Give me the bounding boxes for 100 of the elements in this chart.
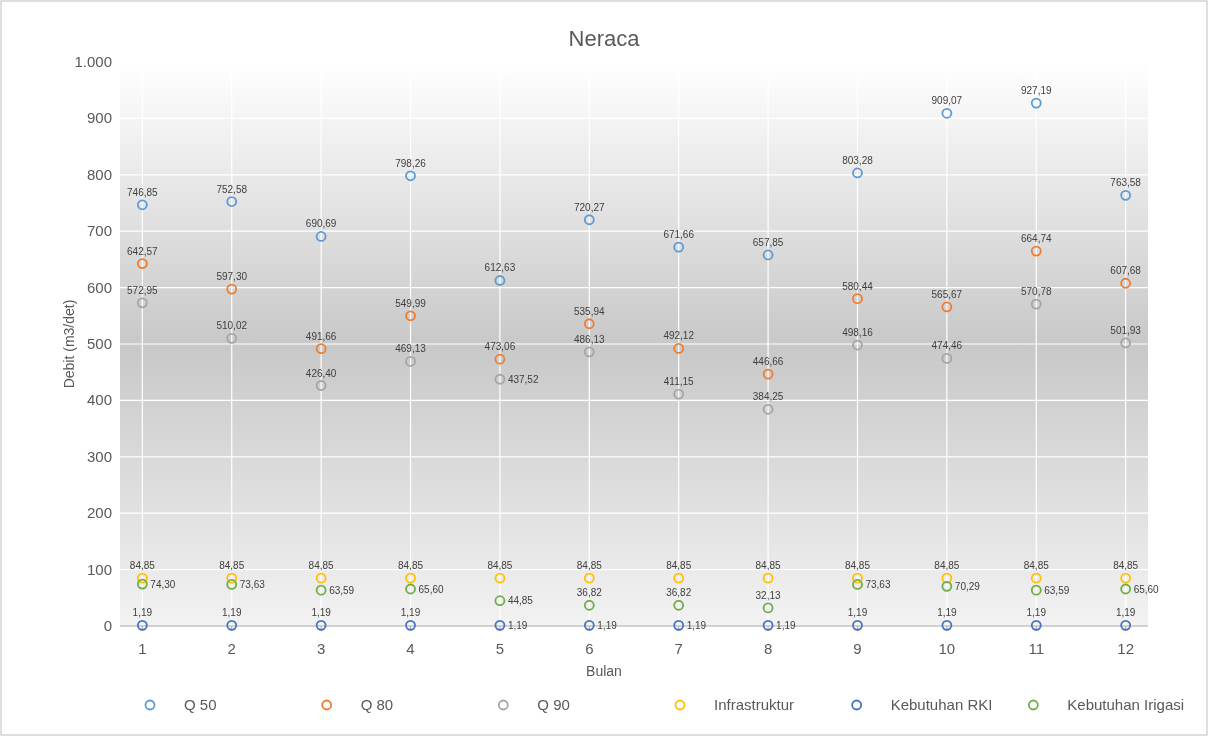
point [315, 619, 327, 631]
data-label: 73,63 [239, 578, 266, 590]
data-label: 36,82 [666, 587, 692, 599]
data-label: 74,30 [150, 578, 176, 590]
data-label: 84,85 [129, 560, 156, 572]
data-label: 84,85 [844, 560, 871, 572]
data-label: 84,85 [1113, 560, 1139, 572]
point [315, 584, 327, 596]
point [136, 619, 148, 631]
data-label: 570,78 [1020, 286, 1052, 298]
data-label: 572,95 [127, 284, 159, 296]
data-label: 1,19 [597, 619, 618, 631]
point [405, 619, 416, 631]
point [762, 619, 774, 631]
point [494, 373, 506, 385]
data-label: 474,46 [931, 340, 963, 352]
point [852, 293, 863, 305]
x-tick-label: 6 [585, 640, 594, 657]
point [852, 167, 863, 179]
point [583, 214, 595, 226]
point [315, 380, 327, 391]
data-label: 1,19 [400, 607, 421, 619]
point [405, 310, 416, 322]
data-label: 1,19 [847, 607, 868, 619]
point [1120, 619, 1132, 631]
point [405, 170, 416, 182]
point [673, 599, 685, 611]
point [941, 107, 953, 119]
point [673, 343, 685, 354]
x-tick-label: 9 [853, 640, 862, 657]
data-label: 1,19 [1026, 607, 1047, 619]
x-tick-label: 1 [138, 640, 147, 657]
data-label: 44,85 [507, 595, 534, 607]
data-label: 84,85 [666, 560, 692, 572]
data-label: 690,69 [305, 218, 337, 230]
point [226, 196, 238, 207]
point [494, 619, 506, 631]
point [1030, 572, 1042, 584]
y-tick-label: 1.000 [74, 53, 112, 70]
point [1030, 97, 1042, 109]
point [136, 578, 148, 590]
y-tick-label: 200 [86, 504, 112, 522]
point [1030, 619, 1042, 631]
x-tick-label: 3 [316, 640, 326, 657]
data-label: 84,85 [487, 560, 513, 572]
data-label: 803,28 [842, 154, 874, 166]
x-tick-label: 10 [938, 640, 956, 657]
point [852, 619, 863, 631]
chart-title: Neraca [568, 26, 641, 51]
y-tick-label: 700 [86, 222, 112, 240]
point [405, 572, 416, 584]
data-label: 411,15 [663, 376, 695, 388]
point [136, 572, 148, 584]
data-label: 580,44 [842, 280, 874, 292]
point [226, 619, 238, 631]
x-axis-title: Bulan [586, 663, 622, 679]
legend-label: Kebutuhan Irigasi [1067, 696, 1185, 713]
data-label: 84,85 [398, 560, 424, 572]
data-label: 535,94 [574, 305, 606, 317]
point [405, 583, 416, 595]
point [136, 297, 148, 309]
point [941, 580, 953, 592]
data-label: 65,60 [1133, 583, 1160, 595]
data-label: 473,06 [484, 341, 516, 353]
y-tick-label: 900 [86, 109, 112, 127]
point [583, 572, 595, 584]
data-label: 486,13 [574, 333, 606, 345]
x-tick-label: 12 [1117, 640, 1134, 657]
data-label: 657,85 [752, 236, 784, 248]
data-label: 549,99 [395, 297, 427, 309]
point [405, 356, 416, 367]
data-label: 565,67 [931, 288, 963, 300]
data-label: 84,85 [934, 560, 960, 572]
data-label: 510,02 [216, 320, 248, 332]
legend-label: Q 90 [537, 696, 570, 713]
point [762, 572, 774, 584]
point [494, 595, 506, 607]
data-label: 1,19 [686, 619, 707, 631]
data-label: 909,07 [931, 95, 963, 107]
point [673, 619, 685, 631]
y-tick-label: 600 [86, 278, 112, 296]
point [762, 403, 774, 415]
point [1030, 584, 1042, 596]
data-label: 752,58 [216, 183, 248, 195]
point [494, 572, 506, 584]
point [136, 258, 148, 269]
point [1030, 298, 1042, 310]
point [226, 332, 238, 344]
data-label: 492,12 [663, 330, 695, 342]
point [941, 619, 953, 631]
y-tick-label: 300 [86, 447, 112, 465]
data-label: 1,19 [507, 619, 528, 631]
data-label: 763,58 [1110, 177, 1142, 189]
y-tick-label: 0 [103, 617, 112, 634]
data-label: 1,19 [222, 607, 242, 619]
data-label: 84,85 [308, 560, 335, 572]
point [494, 275, 506, 286]
point [583, 318, 595, 330]
data-label: 720,27 [574, 201, 606, 213]
point [1120, 572, 1132, 584]
